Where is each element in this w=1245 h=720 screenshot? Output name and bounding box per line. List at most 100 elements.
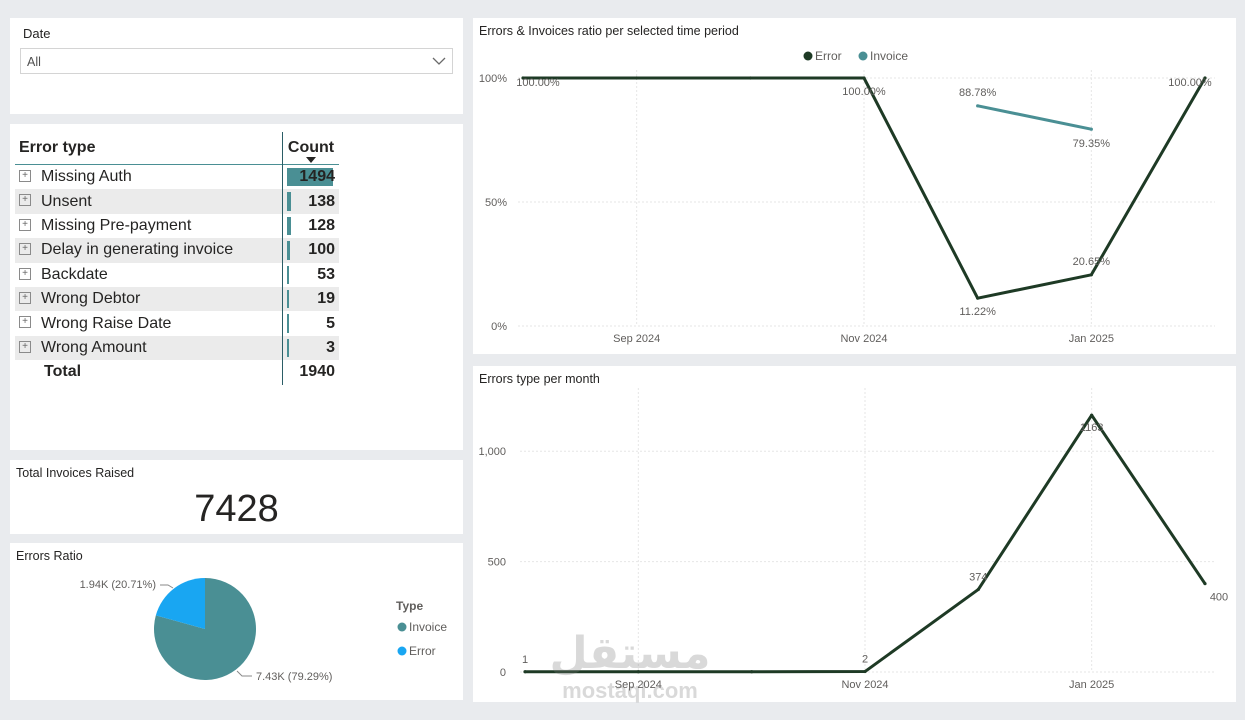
count-cell: 138 bbox=[282, 189, 339, 214]
data-point bbox=[1203, 76, 1207, 80]
data-label: 100.00% bbox=[1168, 77, 1212, 89]
expand-icon[interactable]: + bbox=[19, 194, 31, 207]
count-data-bar bbox=[287, 338, 289, 358]
total-value: 1940 bbox=[282, 360, 339, 385]
table-row[interactable]: + Wrong Raise Date 5 bbox=[15, 311, 339, 336]
count-data-bar bbox=[287, 289, 289, 309]
data-point bbox=[863, 669, 867, 674]
y-tick-label: 100% bbox=[479, 73, 507, 85]
legend-label-invoice: Invoice bbox=[870, 49, 908, 63]
error-type-table: Error type Count + Missing Auth 1494 + Unsen… bbox=[15, 132, 339, 385]
count-cell: 3 bbox=[282, 335, 339, 361]
error-type-label: Wrong Raise Date bbox=[41, 314, 172, 332]
expand-icon[interactable]: + bbox=[19, 316, 31, 329]
table-row[interactable]: + Wrong Debtor 19 bbox=[15, 286, 339, 312]
y-tick-label: 50% bbox=[485, 197, 507, 209]
y-tick-label: 1,000 bbox=[478, 446, 506, 458]
error-type-cell: + Delay in generating invoice bbox=[15, 238, 283, 263]
table-row[interactable]: + Wrong Amount 3 bbox=[15, 335, 339, 361]
count-data-bar bbox=[287, 168, 333, 187]
leader-line bbox=[236, 670, 252, 677]
legend-label-invoice: Invoice bbox=[409, 620, 447, 634]
pie-label-error: 1.94K (20.71%) bbox=[80, 579, 156, 591]
data-point bbox=[521, 76, 525, 80]
data-point bbox=[976, 104, 980, 108]
count-value: 19 bbox=[317, 290, 335, 308]
legend-marker-error bbox=[397, 646, 407, 656]
expand-icon[interactable]: + bbox=[19, 291, 31, 304]
data-label: 2 bbox=[862, 654, 868, 666]
date-dropdown[interactable]: All bbox=[20, 48, 453, 74]
count-data-bar bbox=[287, 314, 289, 333]
total-invoices-card: Total Invoices Raised 7428 bbox=[10, 460, 463, 534]
x-tick-label: Nov 2024 bbox=[840, 333, 887, 345]
pie-slice-error bbox=[155, 578, 205, 629]
expand-icon[interactable]: + bbox=[19, 340, 31, 353]
column-header-count[interactable]: Count bbox=[282, 132, 339, 165]
error-type-label: Wrong Amount bbox=[41, 338, 147, 356]
data-label: 11.22% bbox=[959, 306, 996, 318]
data-point bbox=[1203, 582, 1207, 586]
pie-legend-title: Type bbox=[396, 599, 423, 613]
error-type-cell: + Backdate bbox=[15, 263, 283, 287]
data-point bbox=[1090, 413, 1094, 417]
matrix-body: + Missing Auth 1494 + Unsent 138 + Missing Pre-… bbox=[15, 164, 339, 385]
errors-ratio-title: Errors Ratio bbox=[16, 549, 83, 563]
data-point bbox=[1089, 127, 1093, 131]
table-row[interactable]: + Missing Auth 1494 bbox=[15, 164, 339, 190]
error-type-matrix: Error type Count + Missing Auth 1494 + Unsen… bbox=[10, 124, 463, 450]
data-label: 100.00% bbox=[842, 86, 886, 98]
data-point bbox=[1089, 273, 1093, 277]
expand-icon[interactable]: + bbox=[19, 243, 31, 256]
data-label: 100.00% bbox=[516, 77, 560, 89]
column-header-error-type[interactable]: Error type bbox=[19, 139, 96, 156]
error-type-label: Backdate bbox=[41, 265, 108, 283]
count-cell: 1494 bbox=[282, 164, 339, 190]
y-tick-label: 500 bbox=[488, 557, 506, 569]
legend-label-error: Error bbox=[409, 644, 436, 658]
data-point bbox=[748, 76, 752, 80]
data-label: 88.78% bbox=[959, 87, 997, 99]
table-row[interactable]: + Delay in generating invoice 100 bbox=[15, 238, 339, 263]
table-row[interactable]: + Unsent 138 bbox=[15, 189, 339, 214]
count-data-bar bbox=[287, 216, 291, 236]
legend-marker-invoice bbox=[858, 51, 868, 61]
chevron-down-icon bbox=[432, 57, 446, 65]
count-data-bar bbox=[287, 192, 292, 211]
error-type-cell: + Missing Auth bbox=[15, 165, 283, 190]
count-cell: 19 bbox=[282, 286, 339, 312]
error-type-cell: + Wrong Amount bbox=[15, 335, 283, 361]
date-slicer: Date All bbox=[10, 18, 463, 114]
count-value: 138 bbox=[308, 192, 335, 210]
chart-legend: Error Invoice bbox=[803, 49, 908, 63]
total-label: Total bbox=[15, 360, 283, 385]
count-value: 100 bbox=[308, 241, 335, 259]
data-point bbox=[635, 76, 639, 80]
data-point bbox=[862, 76, 866, 80]
error-type-cell: + Wrong Debtor bbox=[15, 286, 283, 312]
date-slicer-label: Date bbox=[23, 26, 51, 41]
total-invoices-title: Total Invoices Raised bbox=[16, 466, 135, 480]
table-row[interactable]: + Backdate 53 bbox=[15, 262, 339, 287]
expand-icon[interactable]: + bbox=[19, 169, 31, 182]
data-point bbox=[750, 670, 754, 674]
data-label: 79.35% bbox=[1073, 138, 1111, 150]
expand-icon[interactable]: + bbox=[19, 218, 31, 231]
errors-ratio-pie-chart: 1.94K (20.71%) 7.43K (79.29%) Type Invoice E… bbox=[80, 578, 447, 683]
data-point bbox=[636, 670, 640, 674]
expand-icon[interactable]: + bbox=[19, 267, 31, 280]
total-invoices-value: 7428 bbox=[194, 488, 279, 530]
error-type-cell: + Missing Pre-payment bbox=[15, 214, 283, 238]
data-label: 20.65% bbox=[1073, 256, 1111, 268]
ratio-line-chart-card: Errors & Invoices ratio per selected tim… bbox=[473, 18, 1236, 354]
x-tick-label: Nov 2024 bbox=[841, 679, 888, 691]
total-row: Total 1940 bbox=[15, 360, 339, 385]
leader-line bbox=[160, 584, 174, 589]
error-type-label: Missing Pre-payment bbox=[41, 216, 192, 234]
table-row[interactable]: + Missing Pre-payment 128 bbox=[15, 213, 339, 239]
x-tick-label: Jan 2025 bbox=[1069, 679, 1114, 691]
legend-marker-invoice bbox=[397, 622, 407, 632]
legend-label-error: Error bbox=[815, 49, 842, 63]
count-cell: 128 bbox=[282, 213, 339, 239]
count-cell: 100 bbox=[282, 238, 339, 263]
